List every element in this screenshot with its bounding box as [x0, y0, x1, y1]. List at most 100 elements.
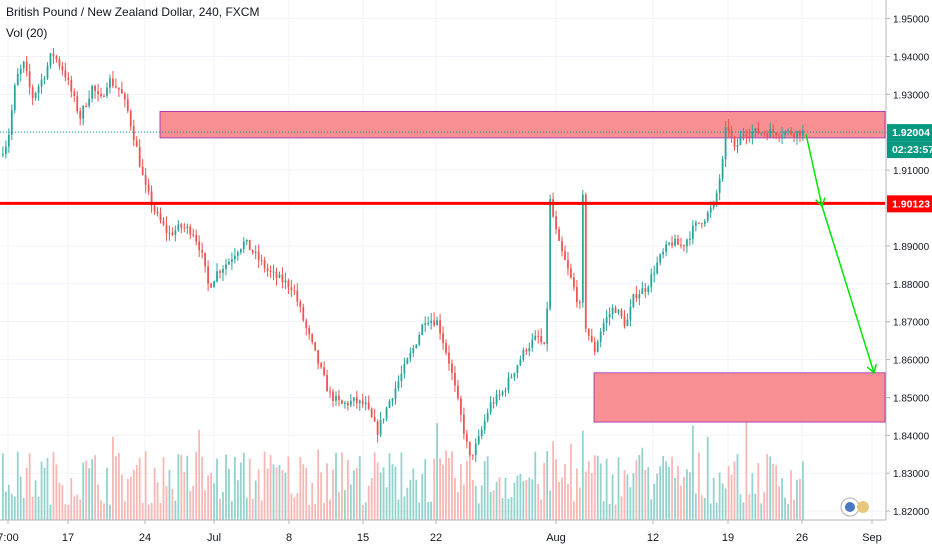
candle-body: [474, 443, 477, 456]
volume-bar: [329, 499, 331, 520]
candle-body: [799, 130, 801, 137]
volume-bar: [239, 462, 242, 520]
candle-body: [653, 273, 656, 275]
volume-bar: [460, 464, 462, 520]
candle-body: [775, 132, 778, 136]
candle-body: [540, 336, 543, 343]
volume-bar: [474, 485, 477, 520]
price-lines: [0, 131, 885, 205]
volume-bar: [703, 497, 706, 520]
volume-bar: [281, 469, 284, 520]
candle-body: [352, 397, 355, 401]
volume-bar: [34, 480, 37, 520]
candle-body: [338, 395, 340, 401]
candle-body: [581, 194, 584, 303]
candle-body: [52, 53, 55, 57]
candle-body: [638, 294, 641, 299]
candle-body: [311, 334, 314, 343]
volume-bar: [445, 450, 447, 520]
candle-body: [349, 400, 352, 406]
volume-bar: [754, 493, 757, 520]
candle-body: [266, 268, 269, 271]
volume-bar: [147, 504, 150, 520]
candle-body: [242, 241, 245, 250]
volume-bar: [501, 498, 504, 520]
candle-body: [346, 402, 349, 406]
volume-indicator-label[interactable]: Vol (20): [6, 26, 48, 40]
candle-body: [534, 335, 537, 340]
volume-bar: [700, 495, 703, 520]
volume-bar: [552, 441, 554, 520]
volume-bar: [76, 494, 79, 520]
candle-body: [671, 242, 673, 246]
volume-bar: [575, 468, 578, 520]
volume-bar: [578, 487, 581, 520]
volume-bar: [284, 472, 287, 520]
candle-body: [394, 388, 397, 399]
candle-body: [418, 334, 421, 345]
volume-bar: [216, 458, 218, 520]
candle-body: [751, 131, 754, 137]
volume-bar: [37, 496, 40, 520]
candle-body: [445, 343, 447, 353]
candle-body: [49, 53, 52, 66]
volume-bar: [40, 461, 43, 520]
candles: [2, 47, 804, 463]
candle-body: [46, 65, 49, 79]
price-tick-label: 1.95000: [893, 15, 930, 26]
volume-bar: [28, 453, 31, 520]
volume-bar: [751, 473, 754, 520]
candle-body: [358, 400, 361, 404]
volume-bar: [400, 452, 403, 520]
candle-body: [694, 222, 697, 226]
candle-body: [510, 376, 513, 378]
candle-body: [290, 287, 293, 291]
volume-bar: [781, 478, 783, 520]
volume-bar: [100, 500, 102, 520]
volume-bar: [302, 464, 305, 520]
candle-body: [219, 271, 221, 273]
volume-bar: [659, 466, 662, 520]
candle-body: [85, 106, 88, 108]
candle-body: [614, 307, 617, 313]
candle-body: [409, 352, 412, 359]
candle-body: [561, 240, 563, 252]
time-tick-label: 22: [430, 532, 442, 544]
volume-bar: [784, 497, 786, 520]
candle-body: [94, 85, 96, 92]
price-tick-label: 1.91000: [893, 166, 930, 177]
volume-bar: [513, 482, 516, 520]
volume-bar: [742, 502, 745, 520]
volume-bar: [55, 464, 58, 520]
price-axis-bg: [886, 0, 932, 550]
candle-body: [37, 86, 40, 93]
candle-body: [251, 250, 254, 253]
volume-bar: [49, 504, 52, 520]
candle-body: [391, 398, 394, 402]
candle-body: [543, 342, 546, 344]
candle-body: [555, 216, 557, 230]
candle-body: [40, 79, 43, 87]
candle-body: [766, 133, 769, 137]
volume-bar: [4, 491, 7, 520]
candle-body: [335, 395, 337, 401]
candle-body: [736, 145, 739, 147]
volume-bar: [689, 472, 691, 520]
candle-body: [138, 146, 141, 167]
candle-body: [677, 238, 679, 245]
candle-body: [793, 134, 795, 137]
time-tick-label: 7:00: [0, 532, 19, 544]
candle-body: [82, 106, 85, 119]
candle-body: [796, 130, 798, 137]
candle-body: [144, 175, 147, 185]
candle-body: [489, 402, 492, 413]
candle-body: [183, 227, 186, 229]
volume-bar: [278, 465, 281, 520]
candle-body: [700, 223, 703, 225]
volume-bar: [82, 462, 85, 520]
candle-body: [263, 260, 266, 269]
volume-bar: [739, 494, 742, 520]
candle-body: [516, 365, 519, 374]
